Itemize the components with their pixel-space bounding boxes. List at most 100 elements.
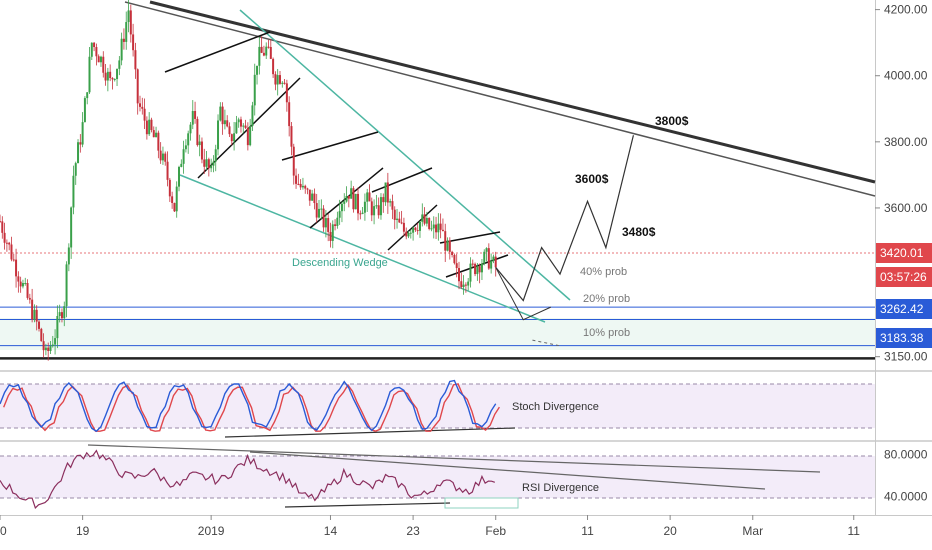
forecast-line[interactable]	[495, 135, 635, 302]
candle-body	[155, 132, 158, 138]
candle-body	[99, 56, 102, 63]
candle-body	[127, 10, 130, 23]
candle-body	[320, 208, 323, 210]
candle-body	[246, 127, 249, 146]
candle-body	[175, 186, 178, 212]
candle-body	[340, 203, 343, 212]
candle-body	[198, 141, 201, 146]
candle-body	[359, 213, 362, 215]
candle-body	[363, 201, 366, 213]
candle-body	[396, 218, 399, 220]
candle-body	[77, 142, 80, 164]
time-axis: 10 19 2019 14 23 Feb 11 20 Mar 11	[0, 515, 860, 538]
prob-20-label: 20% prob	[583, 293, 630, 305]
candle-body	[343, 201, 346, 204]
target-3800-label: 3800$	[655, 114, 689, 128]
price-tag	[876, 328, 932, 348]
candle-body	[129, 10, 132, 35]
candle-body	[120, 38, 123, 61]
candle-body	[150, 119, 153, 131]
candle-body	[492, 256, 495, 261]
candle-body	[441, 229, 444, 232]
candle-body	[308, 189, 311, 201]
candle-body	[65, 264, 68, 307]
candle-body	[428, 217, 431, 229]
candle-body	[223, 120, 226, 125]
candle-body	[265, 46, 268, 56]
candle-body	[483, 251, 486, 264]
candle-body	[200, 141, 203, 160]
major-resistance-line[interactable]	[149, 0, 876, 184]
stoch-divergence-line[interactable]	[224, 427, 516, 438]
flag-line-3b[interactable]	[387, 204, 438, 251]
prob-10-label: 10% prob	[583, 327, 630, 339]
candle-body	[166, 161, 169, 180]
candle-body	[44, 347, 47, 351]
candle-body	[391, 201, 394, 210]
candle-body	[290, 126, 293, 147]
candle-body	[375, 205, 378, 207]
time-tick-label: Mar	[742, 524, 763, 538]
wedge-upper-line[interactable]	[239, 9, 571, 301]
rsi-divergence-line-1[interactable]	[87, 444, 821, 473]
time-axis-border	[0, 515, 932, 516]
candle-body	[17, 276, 20, 282]
candle-body	[118, 60, 121, 69]
candle-body	[132, 34, 135, 51]
candle-body	[398, 218, 401, 223]
rsi-divergence-line-2[interactable]	[249, 451, 766, 490]
sub-pane-divider	[0, 370, 932, 372]
candle-body	[19, 281, 22, 287]
candle-body	[490, 260, 493, 269]
candle-body	[244, 125, 247, 128]
candle-body	[145, 120, 148, 135]
candle-body	[474, 263, 477, 275]
candle-body	[382, 197, 385, 203]
candle-body	[93, 42, 96, 48]
candle-body	[267, 46, 270, 48]
candle-body	[228, 126, 231, 135]
price-tick-label: 4200.00	[884, 3, 928, 17]
candle-body	[3, 232, 6, 243]
candle-body	[33, 309, 36, 320]
candle-body	[205, 159, 208, 167]
flag-line-2a[interactable]	[281, 131, 379, 161]
wedge-lower-line[interactable]	[179, 174, 546, 323]
candle-body	[467, 281, 470, 286]
candle-body	[15, 259, 18, 277]
forecast-alt-20[interactable]	[495, 267, 552, 321]
time-tick-label: 20	[663, 524, 677, 538]
candle-body	[173, 202, 176, 212]
flag-line-3a[interactable]	[371, 167, 433, 193]
candle-body	[425, 217, 428, 224]
candle-body	[458, 268, 460, 282]
candle-body	[178, 166, 181, 187]
candle-body	[109, 71, 112, 79]
candle-body	[301, 185, 304, 188]
candle-body	[292, 146, 295, 176]
candle-body	[460, 281, 463, 288]
candle-body	[233, 133, 236, 142]
candle-body	[1, 221, 4, 233]
candle-body	[464, 284, 467, 286]
candle-body	[26, 283, 29, 298]
candle-body	[336, 217, 339, 226]
major-resistance-line-2[interactable]	[124, 1, 876, 197]
candle-body	[148, 119, 151, 135]
candle-body	[51, 344, 54, 347]
time-tick-label: 19	[76, 524, 90, 538]
candle-body	[214, 149, 217, 162]
candle-body	[256, 65, 259, 75]
candle-body	[444, 231, 447, 251]
flag-line-1a[interactable]	[164, 31, 271, 73]
candle-body	[494, 256, 497, 268]
price-tick-label: 4000.00	[884, 69, 928, 83]
price-tag-label: 03:57:26	[880, 270, 927, 284]
forecast-alt-10[interactable]	[532, 339, 561, 347]
candle-body	[478, 266, 481, 273]
price-tag-label: 3420.01	[880, 246, 924, 260]
candle-body	[432, 224, 435, 229]
rsi-divergence-line-3[interactable]	[284, 502, 451, 508]
candle-body	[56, 316, 59, 339]
